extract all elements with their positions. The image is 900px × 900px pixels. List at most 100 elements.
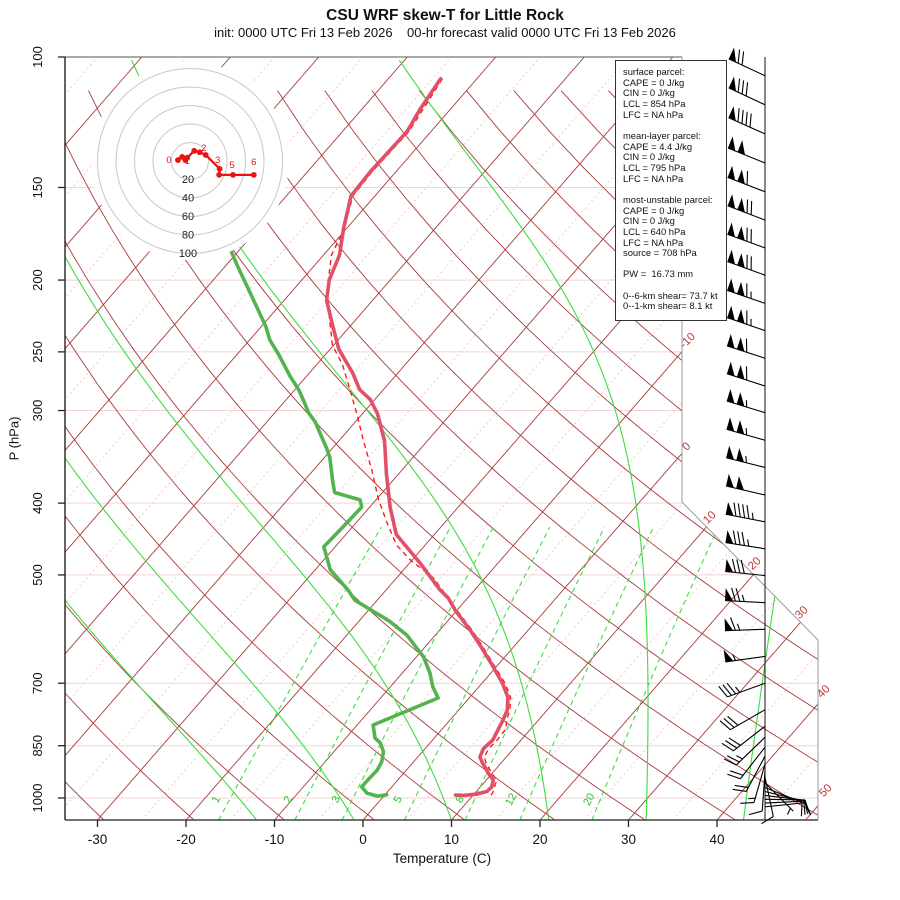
isotherm-label: 30 [793, 604, 811, 622]
isotherm-minor [318, 57, 818, 820]
wind-barb [726, 361, 766, 387]
info-box-line: mean-layer parcel: [623, 129, 701, 141]
x-tick-label: 20 [532, 832, 547, 847]
mixing-ratio-label: 5 [392, 794, 405, 805]
dry-adiabat [65, 90, 285, 820]
dry-adiabat [88, 90, 818, 820]
hodograph-point-label: 5 [229, 160, 234, 171]
info-box-line: LFC = NA hPa [623, 236, 684, 248]
mixing-ratio-label: 2 [282, 794, 295, 805]
chart-title: CSU WRF skew-T for Little Rock [326, 7, 564, 24]
dry-adiabat [371, 90, 818, 820]
isotherm [805, 57, 818, 820]
hodograph-point [191, 147, 198, 154]
hodograph-ring [115, 86, 265, 236]
dry-adiabat [65, 90, 556, 820]
wind-barb [726, 445, 766, 468]
hodograph-point-label: 2 [201, 143, 206, 154]
y-tick-label: 300 [30, 400, 45, 422]
chart-subtitle: init: 0000 UTC Fri 13 Feb 2026 00-hr for… [214, 25, 676, 40]
wind-barb [726, 333, 766, 359]
hodograph-point [250, 171, 257, 178]
hodograph-point-label: 0 [166, 155, 171, 166]
temperature-trace [324, 77, 510, 798]
hodograph-ring [134, 105, 246, 217]
y-tick-label: 1000 [30, 784, 45, 813]
info-box-line: source = 708 hPa [623, 247, 697, 259]
x-tick-label: 0 [359, 832, 367, 847]
mixing-ratio-line [591, 526, 719, 820]
info-box-line: LCL = 640 hPa [623, 225, 686, 237]
wind-barb [726, 389, 766, 414]
wind-barb [727, 194, 766, 221]
mixing-ratio-line [464, 526, 605, 820]
dry-adiabat [65, 90, 195, 820]
wind-barb [725, 530, 766, 550]
x-tick-label: 40 [709, 832, 724, 847]
dry-adiabat [65, 90, 736, 820]
isotherm-minor [229, 57, 818, 820]
hodograph-inset: 20 40 60 80 100 0 123 5 6 [91, 62, 289, 260]
wind-barb [725, 587, 766, 604]
y-tick-label: 850 [30, 735, 45, 757]
wind-barb [727, 305, 766, 332]
info-box-line: LFC = NA hPa [623, 108, 684, 120]
wind-barb [718, 682, 766, 698]
wind-barb [764, 802, 812, 816]
y-tick-label: 250 [30, 341, 45, 363]
mixing-ratio-line [519, 526, 655, 820]
info-box-line: CIN = 0 J/kg [623, 87, 675, 99]
hodograph-point [184, 154, 191, 161]
info-box-line: most-unstable parcel: [623, 193, 713, 205]
info-box-line: LFC = NA hPa [623, 172, 684, 184]
x-tick-label: -20 [176, 832, 196, 847]
info-box-line: CAPE = 0 J/kg [623, 204, 685, 216]
isotherm-minor [65, 57, 541, 820]
dry-adiabat [135, 90, 818, 820]
hodograph-point-label: 1 [185, 156, 190, 167]
isotherm-minor [65, 57, 452, 820]
y-tick-label: 700 [30, 672, 45, 694]
mixing-ratio-label: 8 [454, 794, 467, 805]
mixing-ratio-line [341, 526, 494, 820]
isotherm-minor [141, 57, 806, 820]
hodograph-point [196, 149, 203, 156]
mixing-ratio-line [218, 526, 382, 820]
x-tick-label: 30 [621, 832, 636, 847]
hodograph-ring [152, 123, 228, 199]
wind-barb [732, 755, 766, 792]
isotherm-minor [760, 57, 818, 820]
mixing-ratio-line [404, 526, 551, 820]
isotherm-label: -10 [678, 331, 698, 351]
dry-adiabat [277, 90, 818, 820]
dry-adiabat [65, 90, 646, 820]
hodograph-point [216, 171, 223, 178]
dry-adiabat [65, 90, 375, 820]
wind-barb [728, 106, 766, 135]
moist-adiabat [398, 59, 649, 820]
info-box-line: LCL = 854 hPa [623, 97, 686, 109]
dry-adiabat [182, 90, 818, 820]
parcel-info-box: surface parcel: CAPE = 0 J/kg CIN = 0 J/kg… [615, 60, 727, 321]
x-tick-label: -30 [88, 832, 108, 847]
isotherm-label: 50 [817, 782, 835, 800]
wind-barb [728, 47, 766, 77]
moist-adiabat [65, 60, 258, 820]
isotherm [539, 57, 818, 820]
hodograph-point-label: 6 [251, 157, 256, 168]
mixing-ratio-line [294, 526, 451, 820]
y-tick-label: 100 [30, 46, 45, 68]
hodograph-point [230, 171, 236, 178]
info-box-line: surface parcel: [623, 66, 685, 77]
wind-barb [725, 501, 766, 523]
background-lines [65, 57, 818, 820]
y-tick-label: 200 [30, 269, 45, 291]
info-box-line: CIN = 0 J/kg [623, 151, 675, 163]
x-tick-label: -10 [265, 832, 285, 847]
hodograph-point-label: 3 [215, 155, 220, 166]
hodograph-point [175, 157, 181, 163]
hodograph-ring-label: 100 [179, 248, 197, 260]
info-box-line: CIN = 0 J/kg [623, 215, 675, 227]
